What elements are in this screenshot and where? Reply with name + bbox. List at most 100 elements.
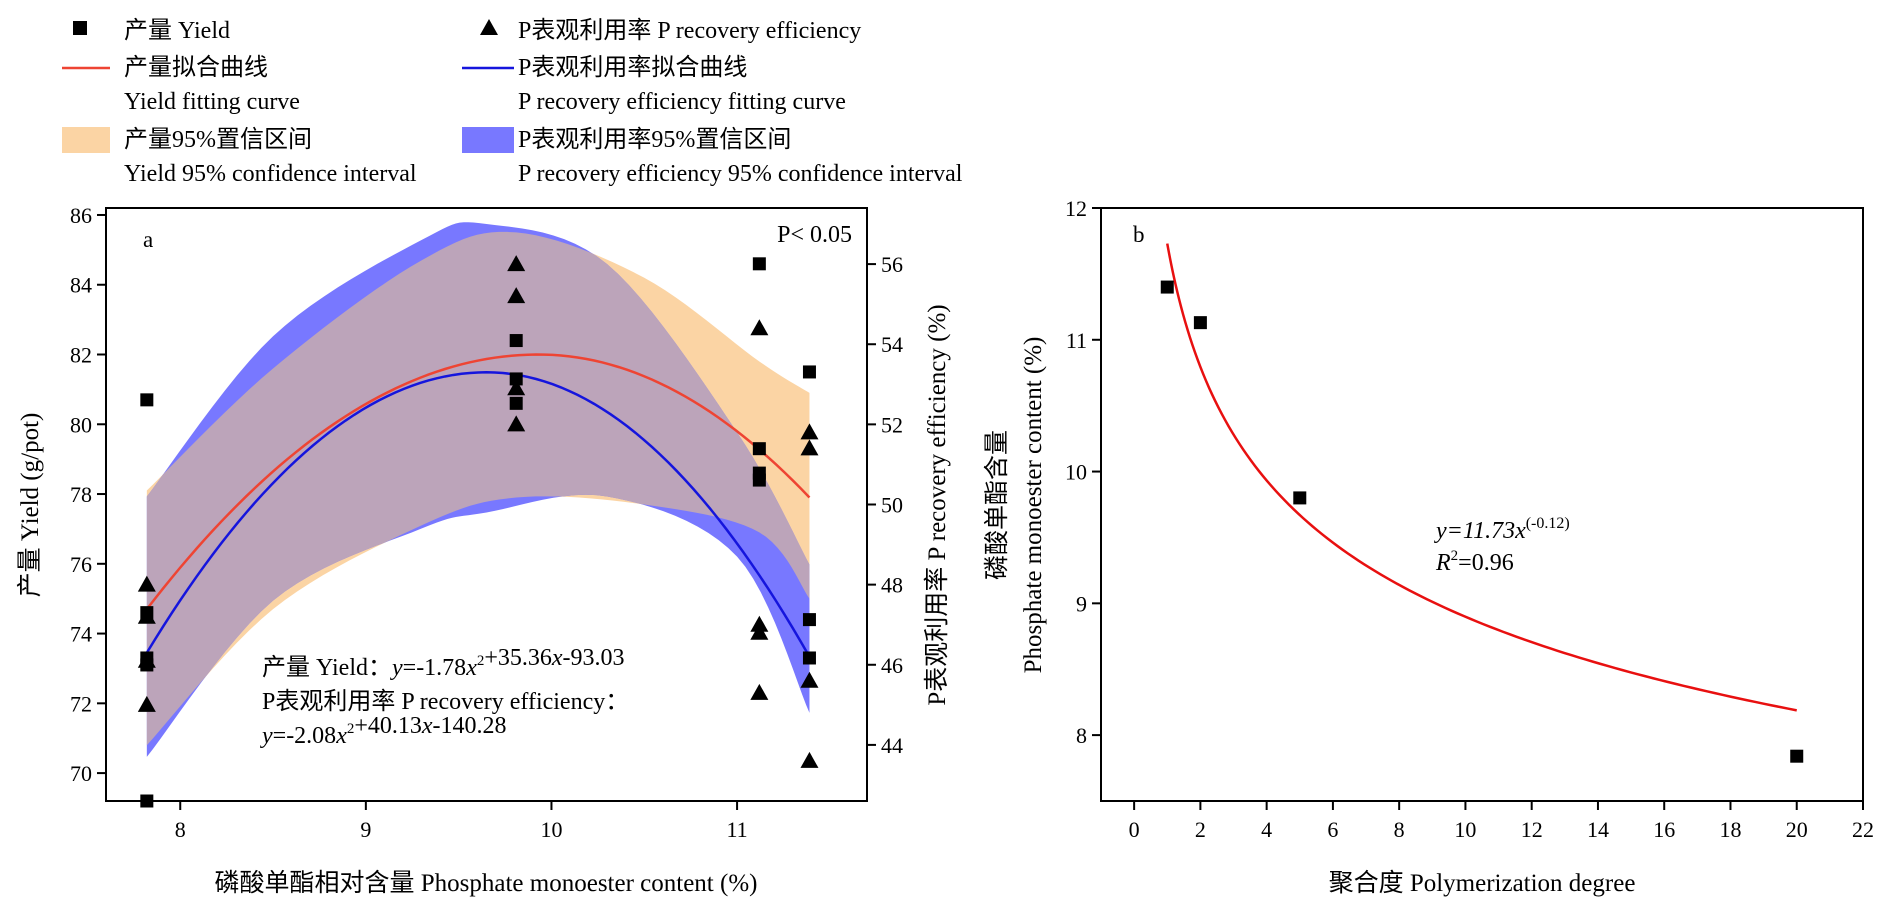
panel-a-y-tick-label: 74 xyxy=(70,622,92,647)
legend: 产量 Yield P表观利用率 P recovery efficiency 产量… xyxy=(62,17,963,187)
panel-a-y2-tick-label: 48 xyxy=(881,573,903,598)
panel-a-p-point xyxy=(800,439,819,456)
panel-b-point xyxy=(1293,491,1307,505)
panel-b: 0 2 4 6 8 10 12 14 16 18 20 22 8 9 10 11 12 b y=11.73x(… xyxy=(983,196,1874,897)
panel-a-yield-point xyxy=(752,442,766,456)
legend-p-ci-label: P表观利用率95%置信区间 xyxy=(518,126,791,153)
panel-a-yield-point xyxy=(752,257,766,271)
panel-b-y-axis: 8 9 10 11 12 xyxy=(1065,196,1101,748)
panel-a-equation-line: 产量 Yield：y=-1.78x2+35.36x-93.03 xyxy=(262,645,625,681)
panel-a-yield-point xyxy=(140,393,154,407)
panel-a-p-point xyxy=(137,651,156,668)
panel-b-x-tick-label: 20 xyxy=(1786,817,1808,842)
panel-a-p-point xyxy=(507,379,526,396)
panel-a-p-point xyxy=(137,575,156,592)
panel-a-y2-tick-label: 46 xyxy=(881,653,903,678)
panel-b-x-tick-label: 6 xyxy=(1327,817,1338,842)
panel-a: 8 9 10 11 70 72 74 76 78 80 82 84 86 44 46 48 50 52 54 56… xyxy=(16,203,951,897)
panel-a-equation-line: y=-2.08x2+40.13x-140.28 xyxy=(260,713,507,749)
panel-b-r2: R2=0.96 xyxy=(1435,548,1514,576)
panel-a-y2-tick-label: 44 xyxy=(881,733,903,758)
legend-p-label: P表观利用率 P recovery efficiency xyxy=(518,17,861,44)
panel-b-x-tick-label: 8 xyxy=(1394,817,1405,842)
legend-yield-label: 产量 Yield xyxy=(124,17,230,44)
panel-b-equation: y=11.73x(-0.12) xyxy=(1434,515,1570,544)
legend-p-marker xyxy=(480,19,498,35)
panel-a-p-point xyxy=(750,623,769,640)
panel-a-fit-curves xyxy=(145,353,811,658)
panel-a-x-tick-label: 9 xyxy=(360,817,371,842)
panel-a-yield-point xyxy=(509,396,523,410)
panel-a-yield-point xyxy=(509,334,523,348)
legend-p-ci-swatch xyxy=(462,127,514,153)
panel-b-r2-symbol: R xyxy=(1435,550,1451,576)
panel-b-point xyxy=(1790,749,1804,763)
panel-a-x-axis: 8 9 10 11 xyxy=(175,801,748,842)
panel-a-x-tick-label: 11 xyxy=(726,817,747,842)
panel-a-p-fit-curve xyxy=(145,371,811,658)
panel-b-y-axis-title-en: Phosphate monoester content (%) xyxy=(1020,337,1047,674)
panel-a-p-point xyxy=(750,683,769,700)
panel-b-power-fit-curve xyxy=(1166,243,1797,712)
panel-a-p-point xyxy=(750,615,769,632)
panel-b-letter: b xyxy=(1133,222,1145,247)
panel-a-p-point xyxy=(507,415,526,432)
legend-yield-ci-label-en: Yield 95% confidence interval xyxy=(124,161,417,187)
panel-a-y-axis: 70 72 74 76 78 80 82 84 86 xyxy=(70,203,106,786)
panel-b-y-tick-label: 9 xyxy=(1076,591,1087,616)
panel-a-x-tick-label: 8 xyxy=(175,817,186,842)
legend-p-curve-label-en: P recovery efficiency fitting curve xyxy=(518,89,846,115)
panel-a-equations: 产量 Yield：y=-1.78x2+35.36x-93.03 P表观利用率 P … xyxy=(260,645,629,749)
panel-a-yield-fit-curve xyxy=(145,353,811,610)
panel-a-p-point xyxy=(137,695,156,712)
panel-b-x-tick-label: 2 xyxy=(1195,817,1206,842)
panel-a-p-point xyxy=(800,423,819,440)
panel-b-points xyxy=(1160,280,1804,763)
panel-b-r2-value: =0.96 xyxy=(1458,550,1514,576)
panel-a-yield-point xyxy=(802,613,816,627)
panel-b-equation-exponent: (-0.12) xyxy=(1526,515,1570,532)
panel-a-y-axis-title: 产量 Yield (g/pot) xyxy=(16,413,44,598)
panel-a-x-axis-title: 磷酸单酯相对含量 Phosphate monoester content (%) xyxy=(215,869,758,897)
panel-b-x-tick-label: 10 xyxy=(1454,817,1476,842)
panel-b-y-axis-title-cn: 磷酸单酯含量 xyxy=(983,430,1011,580)
panel-b-point xyxy=(1160,280,1174,294)
panel-b-y-tick-label: 8 xyxy=(1076,723,1087,748)
panel-a-y-tick-label: 78 xyxy=(70,482,92,507)
panel-b-plot-frame xyxy=(1100,207,1864,802)
panel-a-ci-overlap xyxy=(146,231,810,746)
panel-b-point xyxy=(1193,316,1207,330)
panel-a-y2-tick-label: 54 xyxy=(881,332,903,357)
panel-b-x-axis-title: 聚合度 Polymerization degree xyxy=(1329,869,1636,897)
panel-a-letter: a xyxy=(143,227,153,252)
panel-a-y-tick-label: 84 xyxy=(70,273,92,298)
legend-yield-marker xyxy=(73,21,87,35)
legend-p-curve-label: P表观利用率拟合曲线 xyxy=(518,54,747,81)
panel-a-y-tick-label: 80 xyxy=(70,412,92,437)
panel-a-yield-point xyxy=(752,473,766,487)
panel-a-yield-point xyxy=(509,372,523,386)
panel-b-x-tick-label: 22 xyxy=(1852,817,1874,842)
panel-b-x-axis: 0 2 4 6 8 10 12 14 16 18 20 22 xyxy=(1129,801,1874,842)
panel-a-p-point xyxy=(137,607,156,624)
panel-a-x-tick-label: 10 xyxy=(540,817,562,842)
panel-b-x-tick-label: 14 xyxy=(1587,817,1609,842)
panel-a-y-tick-label: 82 xyxy=(70,343,92,368)
panel-b-x-tick-label: 12 xyxy=(1521,817,1543,842)
panel-a-confidence-bands xyxy=(146,222,810,757)
panel-a-y2-tick-label: 52 xyxy=(881,412,903,437)
panel-b-x-tick-label: 18 xyxy=(1719,817,1741,842)
panel-b-equation-main: y=11.73x xyxy=(1434,518,1526,544)
panel-a-y2-axis: 44 46 48 50 52 54 56 xyxy=(867,252,903,758)
legend-yield-ci-swatch xyxy=(62,127,110,153)
panel-b-y-tick-label: 12 xyxy=(1065,196,1087,221)
panel-b-fit-curve xyxy=(1166,243,1797,712)
panel-a-y2-tick-label: 56 xyxy=(881,252,903,277)
panel-a-y2-axis-title: P表观利用率 P recovery efficiency (%) xyxy=(923,304,951,705)
panel-a-y-tick-label: 76 xyxy=(70,552,92,577)
panel-a-p-point xyxy=(800,751,819,768)
panel-a-p-point xyxy=(800,671,819,688)
panel-a-y2-tick-label: 50 xyxy=(881,493,903,518)
panel-a-yield-point xyxy=(802,365,816,379)
